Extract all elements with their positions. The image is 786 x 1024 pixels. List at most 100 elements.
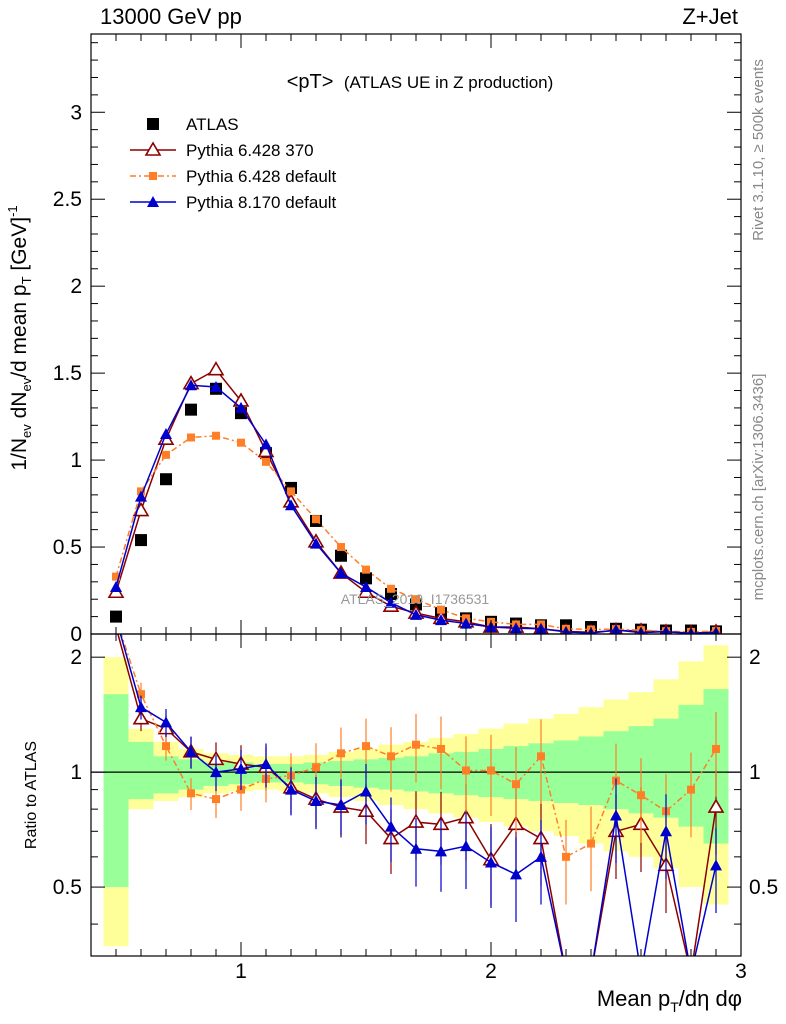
legend-label: Pythia 8.170 default [186,193,337,212]
data-point [335,549,347,562]
main-clip-group [107,361,723,634]
ratio-y-axis-label: Ratio to ATLAS [23,741,40,849]
data-point [212,431,220,440]
x-tick-label: 2 [485,960,497,983]
ratio-plot-series [117,634,725,956]
data-point [110,581,122,593]
y-tick-label: 2.5 [53,188,82,211]
ratio-point [335,799,347,811]
data-point [187,433,195,442]
data-point [185,403,197,416]
header-right-label: Z+Jet [682,4,738,29]
legend-marker [147,118,159,130]
data-point [387,584,395,593]
data-point [362,565,370,574]
ratio-point [660,825,672,837]
ratio-point [485,856,497,868]
ratio-point [712,744,720,753]
data-point [260,438,272,450]
data-point [312,515,320,524]
data-point [262,457,270,466]
ratio-tick-label-left: 1 [70,761,82,784]
data-point [110,610,122,623]
ratio-tick-label-right: 0.5 [749,876,778,899]
ratio-point [162,742,170,751]
ratio-point [535,850,547,862]
data-point [207,361,225,376]
chart-title-sub: (ATLAS UE in Z production) [344,73,553,92]
ratio-tick-label-left: 0.5 [53,876,82,899]
analysis-watermark: ATLAS_2019_I1736531 [341,591,490,607]
y-tick-label: 0 [70,623,82,646]
ratio-point [235,762,247,774]
ratio-point [137,690,145,699]
ratio-point [260,758,272,770]
ratio-point [387,752,395,761]
ratio-point [385,820,397,832]
ratio-point [412,740,420,749]
ratio-point [312,763,320,772]
y-tick-label: 1 [70,449,82,472]
data-point [310,537,322,549]
data-point [112,572,120,581]
ratio-point [337,749,345,758]
ratio-point [435,845,447,857]
y-tick-label: 2 [70,275,82,298]
data-point [210,381,222,393]
data-point [412,595,420,604]
ratio-point [212,795,220,804]
rivet-version-label: Rivet 3.1.10, ≥ 500k events [750,59,767,241]
data-point [135,490,147,502]
ratio-point [187,789,195,798]
main-plot-series [107,361,723,634]
ratio-tick-label-right: 1 [749,761,761,784]
ratio-point [637,791,645,800]
legend-marker [144,141,162,156]
ratio-point [707,798,725,813]
data-point [160,473,172,486]
band-inner-bin [578,736,604,806]
legend-label: ATLAS [186,115,239,134]
ratio-point [537,752,545,761]
data-point [360,572,372,585]
data-point [460,617,472,629]
ratio-point [510,868,522,880]
legend-marker [149,172,157,180]
data-point [335,567,347,579]
data-point [235,401,247,413]
x-tick-label: 1 [235,960,247,983]
ratio-point [487,766,495,775]
legend-marker [147,196,159,207]
data-point [337,543,345,552]
x-axis-label: Mean pT/dη dφ [597,986,742,1015]
legend-label: Pythia 6.428 370 [186,141,314,160]
data-point [285,499,297,511]
ratio-tick-label-left: 2 [70,646,82,669]
ratio-point [410,842,422,854]
chart-title: <pT> (ATLAS UE in Z production) [287,71,554,93]
data-point [162,450,170,459]
ratio-point [285,783,297,795]
data-point [287,487,295,496]
ratio-point [310,795,322,807]
x-tick-label: 3 [735,960,747,983]
ratio-point [710,859,722,871]
ratio-point [185,745,197,757]
ratio-point [687,785,695,794]
data-point [360,581,372,593]
ratio-clip-group [117,634,725,956]
band-inner-bin [103,694,129,888]
chart-title-main: <pT> [287,71,334,93]
ratio-point [135,701,147,713]
data-point [410,608,422,620]
y-axis-label: 1/Nev dNev/d mean pT [GeV]-1 [5,205,34,470]
y-tick-label: 1.5 [53,362,82,385]
ratio-point [437,744,445,753]
ratio-point [362,742,370,751]
legend-label: Pythia 6.428 default [186,167,337,186]
header-left-label: 13000 GeV pp [100,4,242,29]
data-point [385,596,397,608]
ratio-point [587,839,595,848]
data-point [185,379,197,391]
